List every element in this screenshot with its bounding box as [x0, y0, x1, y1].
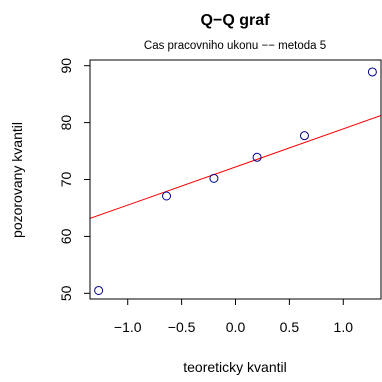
y-tick-label: 50 — [58, 285, 74, 301]
data-point — [367, 67, 377, 77]
y-axis-label: pozorovany kvantil — [9, 122, 25, 238]
y-tick-label: 80 — [58, 115, 74, 131]
y-axis: 50 60 70 80 90 — [58, 58, 91, 301]
y-tick-label: 60 — [58, 228, 74, 244]
x-tick-label: −0.5 — [168, 319, 196, 335]
data-point — [209, 173, 219, 183]
plot-area — [90, 67, 381, 295]
y-tick-label: 90 — [58, 58, 74, 74]
chart-subtitle: Cas pracovniho ukonu −− metoda 5 — [144, 40, 326, 52]
data-point — [94, 285, 104, 295]
data-points — [94, 67, 377, 295]
data-point — [299, 131, 309, 141]
x-axis: −1.0 −0.5 0.0 0.5 1.0 — [114, 298, 354, 335]
chart-title: Q−Q graf — [201, 12, 271, 29]
x-tick-label: 1.0 — [334, 319, 354, 335]
y-tick-label: 70 — [58, 172, 74, 188]
x-tick-label: 0.0 — [226, 319, 246, 335]
data-point — [252, 152, 262, 162]
x-tick-label: 0.5 — [280, 319, 300, 335]
plot-frame — [89, 59, 382, 300]
data-point — [162, 191, 172, 201]
x-axis-label: teoreticky kvantil — [183, 359, 286, 375]
x-tick-label: −1.0 — [114, 319, 142, 335]
reference-line — [90, 115, 381, 219]
